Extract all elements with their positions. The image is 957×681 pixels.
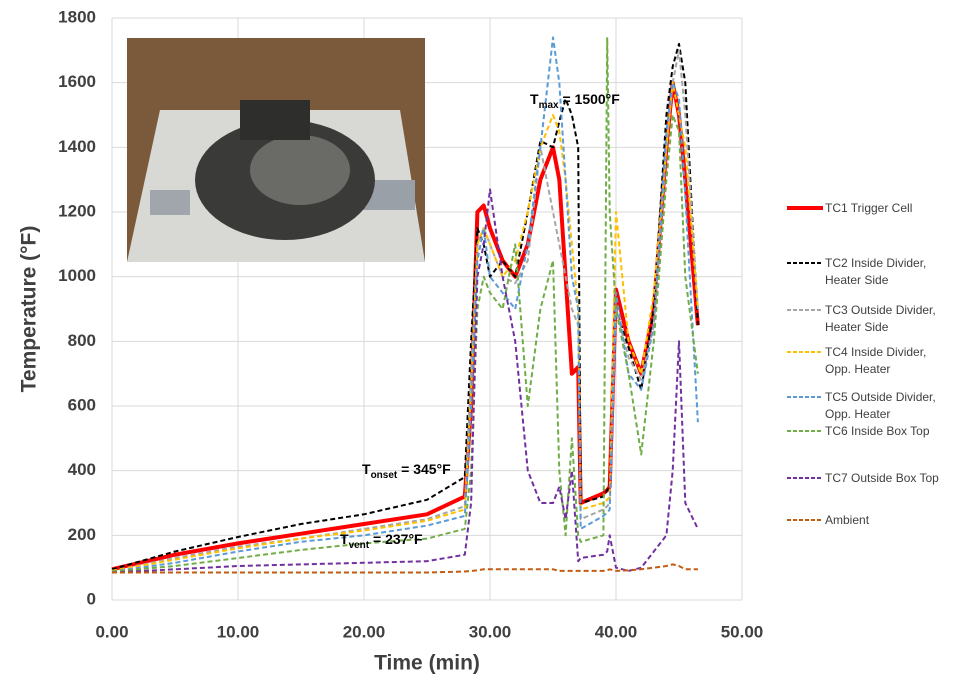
y-tick-label: 1600 <box>58 72 96 91</box>
legend-swatch <box>787 309 823 311</box>
legend-swatch <box>787 206 823 210</box>
legend-entry: TC7 Outside Box Top <box>785 470 950 487</box>
x-tick-label: 20.00 <box>343 622 386 641</box>
annotation-symbol: T <box>530 91 539 107</box>
legend-entry: TC6 Inside Box Top <box>785 423 950 440</box>
annotation-subscript: vent <box>349 540 370 551</box>
legend-swatch <box>787 519 823 521</box>
legend-label: Ambient <box>825 513 870 527</box>
legend-swatch <box>787 262 823 264</box>
legend-swatch <box>787 396 823 398</box>
series-line <box>112 563 698 574</box>
series-line <box>111 36 699 573</box>
y-tick-label: 600 <box>68 395 96 414</box>
y-tick-label: 0 <box>87 589 96 608</box>
x-tick-label: 50.00 <box>721 622 764 641</box>
series-line <box>111 188 699 574</box>
y-tick-label: 800 <box>68 331 96 350</box>
legend-label: TC5 Outside Divider, Opp. Heater <box>825 390 936 421</box>
series-line <box>111 36 699 573</box>
series-line <box>111 42 699 571</box>
x-tick-label: 40.00 <box>595 622 638 641</box>
legend-entry: TC1 Trigger Cell <box>785 200 950 217</box>
annotation-symbol: T <box>340 531 349 547</box>
legend-entry: TC4 Inside Divider, Opp. Heater <box>785 344 950 378</box>
legend-entry: TC3 Outside Divider, Heater Side <box>785 302 950 336</box>
annotation-subscript: onset <box>371 470 398 481</box>
legend-entry: TC2 Inside Divider, Heater Side <box>785 255 950 289</box>
x-axis-title: Time (min) <box>374 652 480 675</box>
annotation-value: = 237°F <box>369 531 423 547</box>
y-tick-label: 400 <box>68 460 96 479</box>
labels: 0 200 400 600 800 1000 1200 1400 1600 1800 0.00 10.… <box>58 7 763 641</box>
legend-swatch <box>787 351 823 353</box>
y-tick-label: 1000 <box>58 266 96 285</box>
y-tick-label: 1200 <box>58 201 96 220</box>
photo-debris <box>250 135 350 205</box>
annotation-value: = 1500°F <box>559 91 621 107</box>
legend-swatch <box>787 477 823 479</box>
series-line <box>111 81 699 572</box>
inset-photo <box>127 38 425 262</box>
annotation: Tonset = 345°F <box>362 461 451 481</box>
legend-entry: TC5 Outside Divider, Opp. Heater <box>785 389 950 423</box>
legend-label: TC1 Trigger Cell <box>825 201 913 215</box>
legend-label: TC6 Inside Box Top <box>825 424 930 438</box>
photo-debris <box>240 100 310 140</box>
annotation: Tvent = 237°F <box>340 531 423 551</box>
legend-label: TC4 Inside Divider, Opp. Heater <box>825 345 927 376</box>
legend-entry: Ambient <box>785 512 950 529</box>
legend-label: TC2 Inside Divider, Heater Side <box>825 256 927 287</box>
annotation-subscript: max <box>539 100 559 111</box>
y-tick-label: 1400 <box>58 137 96 156</box>
legend-label: TC7 Outside Box Top <box>825 471 939 485</box>
annotation: Tmax = 1500°F <box>530 91 620 111</box>
legend-swatch <box>787 430 823 432</box>
photo-tape <box>150 190 190 215</box>
y-tick-label: 200 <box>68 525 96 544</box>
annotation-symbol: T <box>362 461 371 477</box>
x-tick-label: 30.00 <box>469 622 512 641</box>
x-tick-label: 0.00 <box>95 622 128 641</box>
plot-lines <box>111 36 700 574</box>
annotation-value: = 345°F <box>397 461 451 477</box>
x-tick-label: 10.00 <box>217 622 260 641</box>
y-tick-label: 1800 <box>58 7 96 26</box>
y-axis-title: Temperature (°F) <box>18 226 41 393</box>
legend-label: TC3 Outside Divider, Heater Side <box>825 303 936 334</box>
